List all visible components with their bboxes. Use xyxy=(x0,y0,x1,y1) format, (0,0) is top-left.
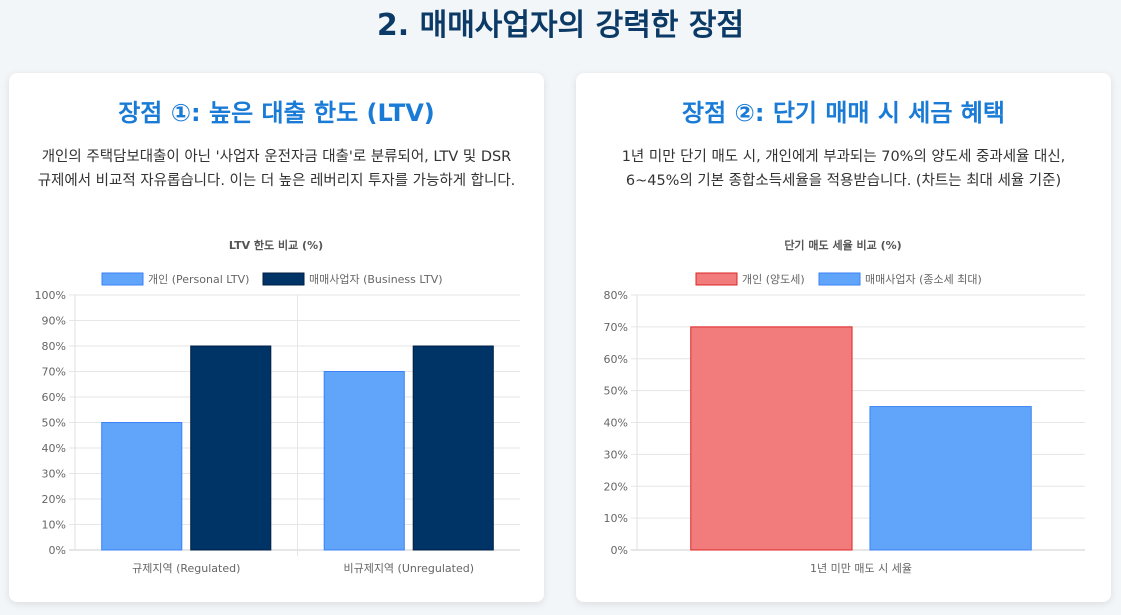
y-tick-label: 30% xyxy=(42,468,66,481)
y-tick-label: 0% xyxy=(611,544,628,557)
y-tick-label: 20% xyxy=(604,480,628,493)
y-tick-label: 60% xyxy=(604,353,628,366)
legend-label: 매매사업자 (Business LTV) xyxy=(309,273,443,286)
tax-card: 장점 ②: 단기 매매 시 세금 혜택 1년 미만 단기 매도 시, 개인에게 … xyxy=(576,73,1111,602)
card-description-ltv: 개인의 주택담보대출이 아닌 '사업자 운전자금 대출'로 분류되어, LTV … xyxy=(37,149,516,189)
tax-chart: 단기 매도 세율 비교 (%) 개인 (양도세) 매매사업자 (종소세 최대) 0% 1… xyxy=(604,238,1085,575)
bar xyxy=(190,345,272,551)
bar xyxy=(101,422,183,551)
x-tick-label: 규제지역 (Regulated) xyxy=(132,562,240,575)
legend-swatch xyxy=(818,272,861,286)
y-tick-label: 70% xyxy=(604,321,628,334)
card-description-tax: 1년 미만 단기 매도 시, 개인에게 부과되는 70%의 양도세 중과세율 대… xyxy=(621,149,1066,189)
page-title: 2. 매매사업자의 강력한 장점 xyxy=(376,8,745,43)
y-tick-label: 10% xyxy=(604,512,628,525)
bar xyxy=(690,326,853,551)
y-tick-label: 50% xyxy=(42,417,66,430)
legend-label: 매매사업자 (종소세 최대) xyxy=(865,273,982,286)
bar xyxy=(412,345,494,551)
x-tick-label: 비규제지역 (Unregulated) xyxy=(343,562,474,575)
legend-swatch xyxy=(101,272,144,286)
y-tick-label: 80% xyxy=(42,340,66,353)
y-tick-label: 20% xyxy=(42,493,66,506)
bar xyxy=(869,406,1032,551)
y-tick-label: 30% xyxy=(604,448,628,461)
chart-title: 단기 매도 세율 비교 (%) xyxy=(784,238,901,252)
card-title-tax: 장점 ②: 단기 매매 시 세금 혜택 xyxy=(682,99,1005,127)
y-tick-label: 0% xyxy=(49,544,66,557)
ltv-chart: LTV 한도 비교 (%) 개인 (Personal LTV) 매매사업자 (Bus… xyxy=(35,238,520,575)
legend-swatch xyxy=(262,272,305,286)
y-tick-label: 100% xyxy=(35,289,66,302)
ltv-card: 장점 ①: 높은 대출 한도 (LTV) 개인의 주택담보대출이 아닌 '사업자… xyxy=(9,73,544,602)
x-tick-label: 1년 미만 매도 시 세율 xyxy=(810,562,912,575)
bar xyxy=(323,371,405,551)
y-tick-label: 10% xyxy=(42,519,66,532)
y-tick-label: 40% xyxy=(604,417,628,430)
legend-label: 개인 (Personal LTV) xyxy=(148,273,249,286)
y-tick-label: 80% xyxy=(604,289,628,302)
y-tick-label: 40% xyxy=(42,442,66,455)
y-tick-label: 50% xyxy=(604,385,628,398)
y-tick-label: 90% xyxy=(42,315,66,328)
chart-title: LTV 한도 비교 (%) xyxy=(229,238,323,252)
card-title-ltv: 장점 ①: 높은 대출 한도 (LTV) xyxy=(118,99,435,127)
y-tick-label: 70% xyxy=(42,366,66,379)
legend-swatch xyxy=(695,272,738,286)
y-tick-label: 60% xyxy=(42,391,66,404)
legend-label: 개인 (양도세) xyxy=(742,273,805,286)
